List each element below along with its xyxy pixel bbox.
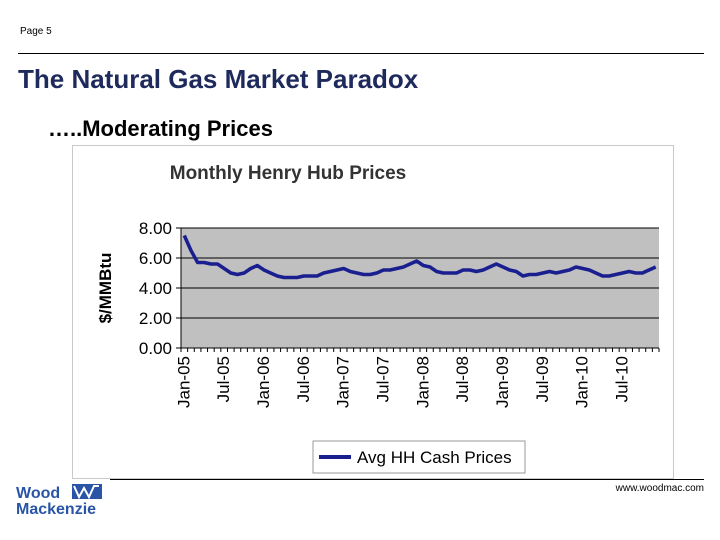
x-tick-label: Jul-09: [533, 356, 552, 402]
y-tick-label: 2.00: [139, 309, 172, 328]
legend-label: Avg HH Cash Prices: [357, 448, 512, 467]
x-tick-label: Jan-10: [573, 356, 592, 408]
page-title: The Natural Gas Market Paradox: [18, 64, 419, 94]
y-tick-label: 6.00: [139, 249, 172, 268]
x-tick-label: Jan-09: [493, 356, 512, 408]
y-tick-label: 8.00: [139, 219, 172, 238]
wood-mackenzie-w-logo-icon: [72, 484, 102, 500]
x-tick-label: Jan-06: [254, 356, 273, 408]
henry-hub-line-chart: Monthly Henry Hub Prices 0.00 2.00 4.00 6.0…: [96, 163, 660, 474]
logo-text-wood: Wood: [16, 485, 60, 502]
x-tick-label: Jan-07: [334, 356, 353, 408]
x-tick-label: Jul-07: [373, 356, 392, 402]
bottom-divider: [110, 479, 704, 480]
page-subtitle: …..Moderating Prices: [48, 116, 273, 141]
top-divider: [18, 53, 704, 54]
x-tick-label: Jul-05: [214, 356, 233, 402]
y-axis-label: $/MMBtu: [96, 253, 115, 324]
footer-url: www.woodmac.com: [615, 483, 704, 494]
chart-legend: Avg HH Cash Prices: [312, 440, 526, 474]
x-tick-label: Jan-05: [174, 356, 193, 408]
chart-container: Monthly Henry Hub Prices 0.00 2.00 4.00 6.0…: [72, 145, 674, 479]
x-tick-label: Jul-08: [453, 356, 472, 402]
wood-mackenzie-logo: Wood Mackenzie: [16, 483, 108, 518]
series-line-avg-hh-cash-prices: [182, 234, 657, 280]
chart-title: Monthly Henry Hub Prices: [170, 163, 407, 184]
x-tick-label: Jul-10: [612, 356, 631, 402]
y-tick-label: 0.00: [139, 339, 172, 358]
y-tick-label: 4.00: [139, 279, 172, 298]
x-tick-label: Jul-06: [294, 356, 313, 402]
page-number: Page 5: [20, 26, 52, 37]
logo-text-mackenzie: Mackenzie: [16, 501, 96, 517]
x-tick-label: Jan-08: [413, 356, 432, 408]
